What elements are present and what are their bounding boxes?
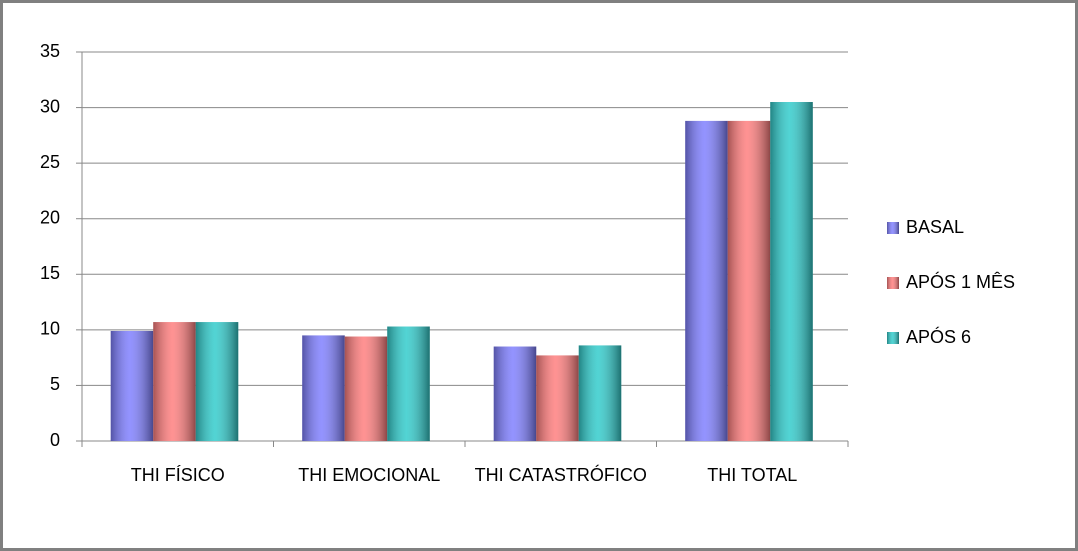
x-tick-label: THI EMOCIONAL <box>298 465 440 485</box>
legend-label: APÓS 6 <box>906 326 971 347</box>
bar-shading <box>493 346 537 441</box>
legend-label: APÓS 1 MÊS <box>906 271 1015 292</box>
bar-shading <box>344 336 388 441</box>
legend-swatch-shade <box>887 277 899 289</box>
y-tick-label: 20 <box>40 207 60 227</box>
y-tick-label: 15 <box>40 263 60 283</box>
bar-shading <box>110 330 154 441</box>
x-tick-label: THI FÍSICO <box>131 465 225 485</box>
bar-shading <box>578 345 622 441</box>
x-tick-label: THI CATASTRÓFICO <box>475 464 647 485</box>
bar-shading <box>685 120 728 441</box>
y-tick-label: 5 <box>50 374 60 394</box>
y-tick-label: 0 <box>50 430 60 450</box>
x-tick-label: THI TOTAL <box>707 465 797 485</box>
bar-shading <box>387 326 430 441</box>
bar-shading <box>536 355 579 441</box>
y-tick-label: 30 <box>40 96 60 116</box>
legend-swatch-shade <box>887 332 899 344</box>
bar-shading <box>302 335 345 441</box>
bar-shading <box>770 102 813 441</box>
legend-swatch-shade <box>887 222 899 234</box>
bar-shading <box>153 322 196 441</box>
y-tick-label: 10 <box>40 319 60 339</box>
legend-label: BASAL <box>906 217 964 237</box>
y-tick-label: 35 <box>40 41 60 61</box>
y-tick-label: 25 <box>40 152 60 172</box>
bar-shading <box>727 120 771 441</box>
bar-shading <box>195 322 239 441</box>
